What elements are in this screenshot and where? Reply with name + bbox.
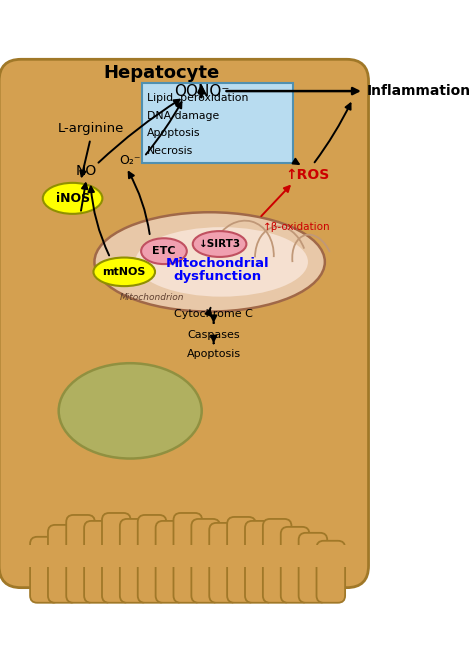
FancyBboxPatch shape xyxy=(227,517,256,603)
FancyBboxPatch shape xyxy=(0,59,369,588)
FancyBboxPatch shape xyxy=(173,513,202,603)
Text: NO: NO xyxy=(76,163,97,178)
FancyBboxPatch shape xyxy=(191,519,220,603)
Text: Necrosis: Necrosis xyxy=(147,146,193,155)
Text: ↓SIRT3: ↓SIRT3 xyxy=(199,239,241,249)
Ellipse shape xyxy=(94,213,325,312)
FancyBboxPatch shape xyxy=(138,515,166,603)
Ellipse shape xyxy=(141,238,187,264)
Text: Hepatocyte: Hepatocyte xyxy=(104,64,220,82)
FancyBboxPatch shape xyxy=(299,533,327,603)
Text: ↑ROS: ↑ROS xyxy=(285,167,329,182)
FancyBboxPatch shape xyxy=(263,519,292,603)
FancyBboxPatch shape xyxy=(102,513,131,603)
Text: Apoptosis: Apoptosis xyxy=(147,128,201,138)
Text: Cytochrome C: Cytochrome C xyxy=(174,308,253,319)
FancyBboxPatch shape xyxy=(245,521,273,603)
FancyBboxPatch shape xyxy=(209,523,238,603)
Text: ETC: ETC xyxy=(152,246,176,256)
FancyBboxPatch shape xyxy=(84,521,113,603)
Text: Mitochondrion: Mitochondrion xyxy=(120,293,184,302)
FancyBboxPatch shape xyxy=(155,521,184,603)
Text: iNOS: iNOS xyxy=(55,192,90,205)
Ellipse shape xyxy=(59,363,202,459)
Text: O₂⁻: O₂⁻ xyxy=(119,154,141,167)
Text: Inflammation: Inflammation xyxy=(366,84,471,98)
Text: mtNOS: mtNOS xyxy=(102,267,146,277)
FancyBboxPatch shape xyxy=(317,541,345,603)
FancyBboxPatch shape xyxy=(66,515,95,603)
Ellipse shape xyxy=(193,231,246,257)
Ellipse shape xyxy=(135,227,308,297)
FancyBboxPatch shape xyxy=(142,83,293,163)
FancyBboxPatch shape xyxy=(48,525,77,603)
Text: L-arginine: L-arginine xyxy=(57,122,124,135)
Text: ↑β-oxidation: ↑β-oxidation xyxy=(263,222,331,232)
Text: OONO⁻: OONO⁻ xyxy=(174,83,229,98)
Text: Lipid  peroxidation: Lipid peroxidation xyxy=(147,93,248,103)
Text: Caspases: Caspases xyxy=(187,329,240,340)
Text: Mitochondrial: Mitochondrial xyxy=(166,256,269,270)
Text: DNA damage: DNA damage xyxy=(147,111,219,121)
FancyBboxPatch shape xyxy=(281,527,310,603)
FancyBboxPatch shape xyxy=(120,519,148,603)
FancyBboxPatch shape xyxy=(30,537,59,603)
Text: Apoptosis: Apoptosis xyxy=(187,350,241,359)
Text: dysfunction: dysfunction xyxy=(173,270,262,283)
Bar xyxy=(19,544,353,567)
Ellipse shape xyxy=(93,258,155,286)
Ellipse shape xyxy=(43,183,102,214)
